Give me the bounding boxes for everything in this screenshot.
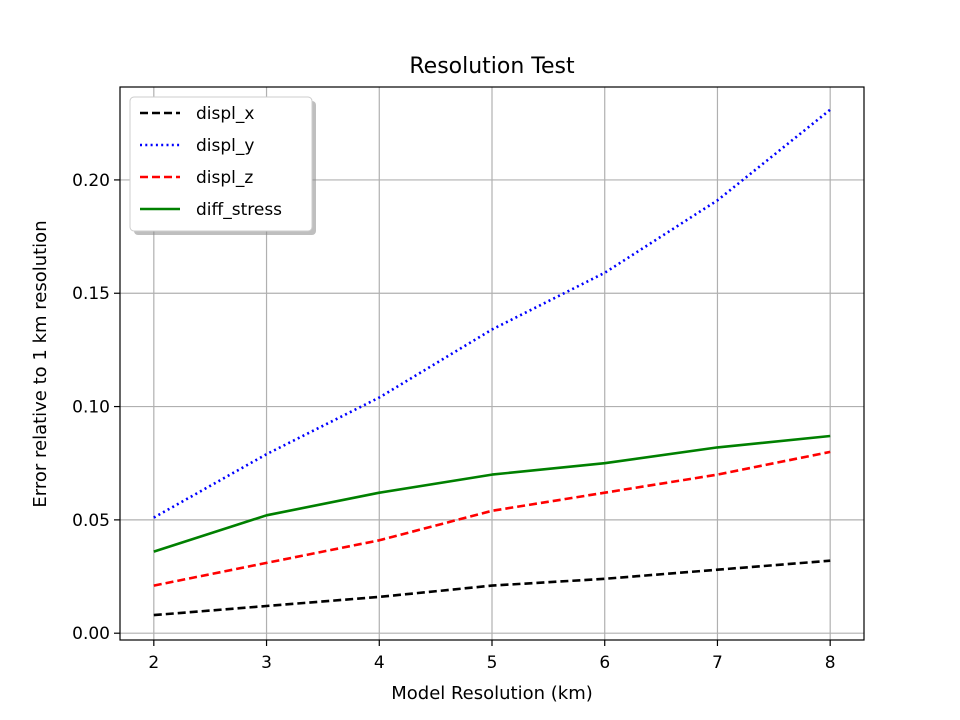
- series-line-diff-stress: [153, 434, 831, 553]
- y-tick-label: 0.15: [72, 284, 110, 304]
- legend: displ_x displ_y displ_z diff_stress: [129, 96, 316, 235]
- chart-title: Resolution Test: [409, 54, 575, 79]
- y-tick-label: 0.20: [72, 171, 110, 191]
- y-axis-label: Error relative to 1 km resolution: [30, 220, 51, 507]
- y-tick-label: 0.10: [72, 398, 110, 418]
- x-tick-label: 5: [487, 653, 498, 673]
- legend-label: diff_stress: [196, 200, 282, 220]
- legend-label: displ_z: [196, 168, 253, 188]
- series-line-displ-y: [153, 108, 832, 519]
- y-tick-label: 0.00: [72, 624, 110, 644]
- series-lines: [153, 108, 832, 617]
- legend-box: [129, 96, 313, 232]
- x-tick-label: 4: [374, 653, 385, 673]
- x-axis-label: Model Resolution (km): [391, 683, 593, 704]
- x-tick-label: 7: [712, 653, 723, 673]
- grid: [120, 87, 864, 640]
- x-tick-label: 6: [599, 653, 610, 673]
- series-line-displ-z: [153, 450, 831, 587]
- y-tick-label: 0.05: [72, 511, 110, 531]
- x-tick-label: 2: [148, 653, 159, 673]
- x-tick-label: 8: [825, 653, 836, 673]
- legend-label: displ_y: [196, 136, 254, 156]
- legend-label: displ_x: [196, 104, 254, 124]
- axis-ticks: 2 3 4 5 6 7 8 0.00 0.05 0.10 0.15 0.20: [72, 171, 835, 673]
- x-tick-label: 3: [261, 653, 272, 673]
- series-line-displ-x: [153, 559, 831, 617]
